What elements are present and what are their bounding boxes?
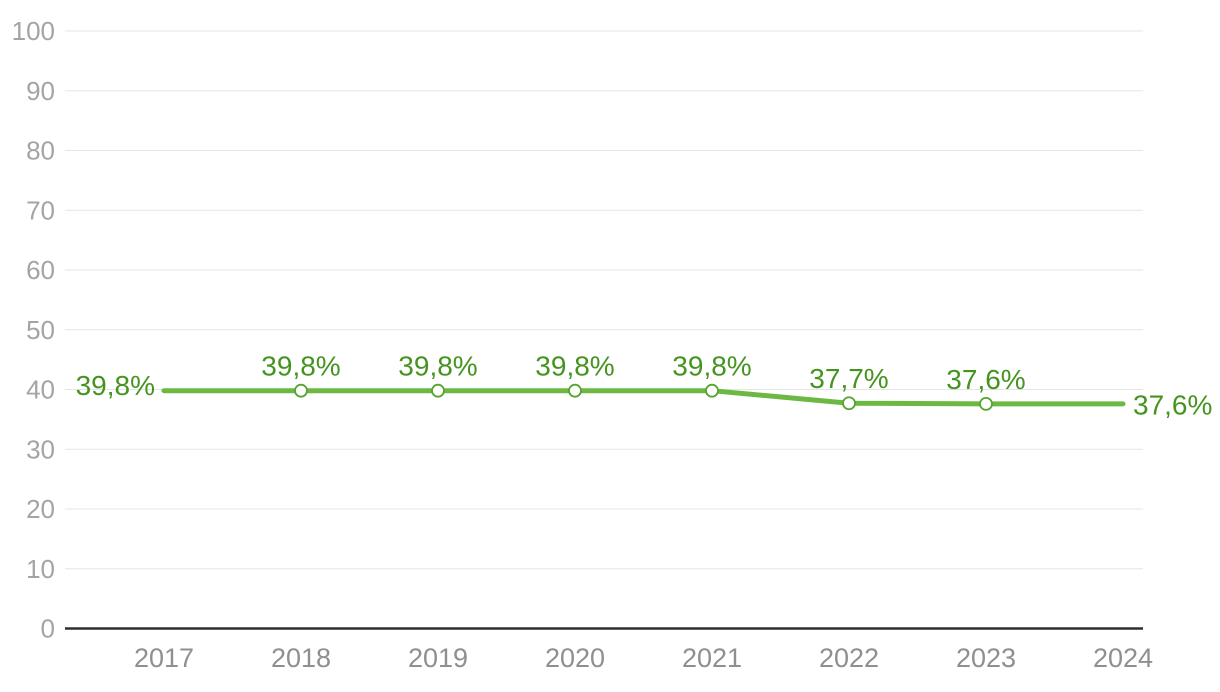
data-point-marker bbox=[842, 396, 856, 411]
x-tick-label: 2021 bbox=[682, 643, 742, 673]
y-tick-label: 40 bbox=[26, 375, 55, 405]
y-tick-label: 10 bbox=[26, 554, 55, 584]
value-label: 39,8% bbox=[76, 370, 155, 401]
data-point-marker bbox=[568, 383, 582, 398]
y-tick-label: 50 bbox=[26, 315, 55, 345]
data-point-marker bbox=[979, 396, 993, 411]
value-label: 37,7% bbox=[809, 363, 888, 394]
data-line bbox=[161, 388, 1126, 407]
data-point-marker bbox=[705, 383, 719, 398]
y-tick-label: 30 bbox=[26, 434, 55, 464]
x-tick-label: 2023 bbox=[956, 643, 1016, 673]
x-tick-label: 2020 bbox=[545, 643, 605, 673]
value-label: 37,6% bbox=[946, 364, 1025, 395]
y-tick-label: 80 bbox=[26, 136, 55, 166]
data-point-marker bbox=[294, 383, 308, 398]
value-label: 39,8% bbox=[398, 351, 477, 382]
value-label: 39,8% bbox=[672, 351, 751, 382]
value-label: 39,8% bbox=[535, 351, 614, 382]
x-tick-label: 2022 bbox=[819, 643, 879, 673]
value-label: 37,6% bbox=[1133, 389, 1212, 420]
y-tick-label: 60 bbox=[26, 255, 55, 285]
y-tick-label: 0 bbox=[41, 614, 55, 644]
x-tick-label: 2019 bbox=[408, 643, 468, 673]
x-tick-label: 2018 bbox=[271, 643, 331, 673]
value-label: 39,8% bbox=[261, 351, 340, 382]
y-tick-label: 100 bbox=[12, 16, 55, 46]
x-tick-label: 2017 bbox=[134, 643, 194, 673]
x-tick-label: 2024 bbox=[1093, 643, 1153, 673]
y-tick-label: 90 bbox=[26, 76, 55, 106]
y-tick-label: 20 bbox=[26, 494, 55, 524]
data-point-marker bbox=[431, 383, 445, 398]
y-tick-label: 70 bbox=[26, 195, 55, 225]
